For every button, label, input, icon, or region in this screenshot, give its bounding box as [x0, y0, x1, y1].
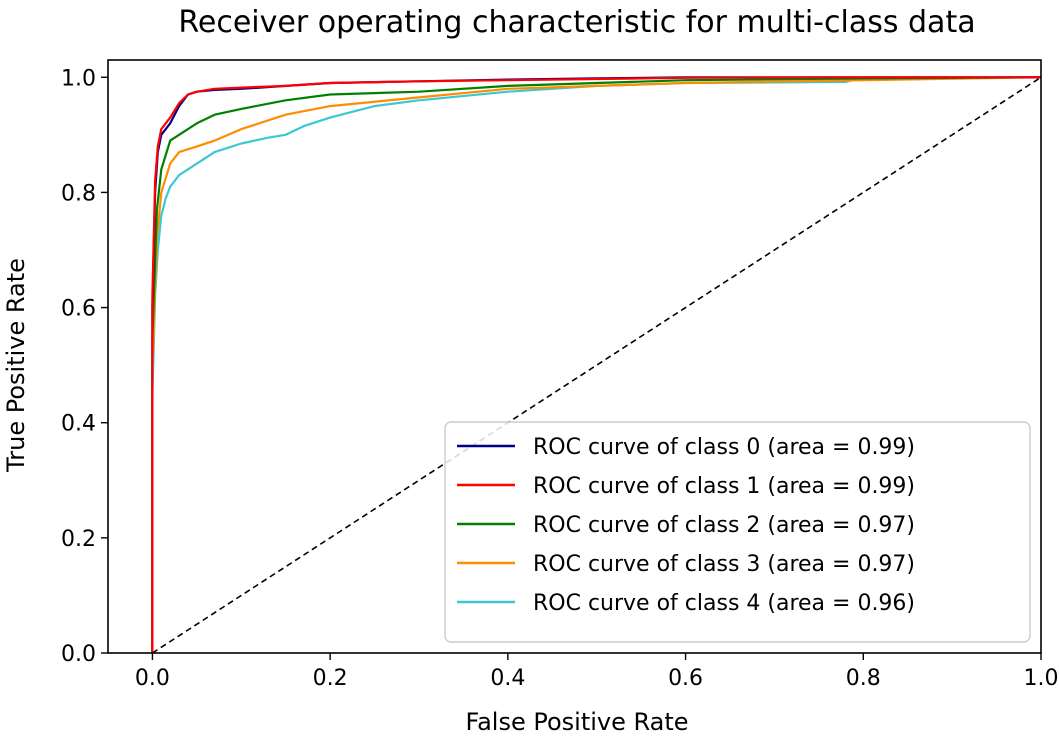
x-tick-label: 1.0 [1024, 666, 1059, 691]
axes-frame [107, 59, 1042, 654]
legend-entry-class-1: ROC curve of class 1 (area = 0.99) [533, 474, 915, 499]
x-tick-label: 0.0 [135, 666, 170, 691]
y-axis-ticks: 0.0 0.2 0.4 0.6 0.8 1.0 [61, 66, 108, 667]
y-tick-label: 0.8 [61, 181, 96, 206]
legend-entry-class-0: ROC curve of class 0 (area = 0.99) [533, 435, 915, 460]
chart-title: Receiver operating characteristic for mu… [178, 5, 975, 40]
y-tick-label: 0.6 [61, 297, 96, 322]
y-axis-label: True Positive Rate [2, 258, 30, 473]
y-tick-label: 0.0 [61, 642, 96, 667]
x-tick-label: 0.2 [313, 666, 348, 691]
x-axis-label: False Positive Rate [465, 708, 688, 736]
roc-line-class-3 [151, 76, 1041, 653]
x-tick-label: 0.4 [490, 666, 525, 691]
chance-diagonal-line [151, 76, 1041, 653]
legend-box [444, 421, 1031, 643]
x-tick-label: 0.6 [668, 666, 703, 691]
legend-entry-class-2: ROC curve of class 2 (area = 0.97) [533, 513, 915, 538]
roc-line-class-1 [151, 76, 1041, 653]
legend-entry-class-4: ROC curve of class 4 (area = 0.96) [533, 591, 915, 616]
legend: ROC curve of class 0 (area = 0.99) ROC cu… [444, 421, 1031, 643]
y-tick-label: 0.4 [61, 412, 96, 437]
x-axis-ticks: 0.0 0.2 0.4 0.6 0.8 1.0 [135, 653, 1059, 691]
y-tick-label: 0.2 [61, 527, 96, 552]
roc-line-class-2 [151, 76, 1041, 653]
plot-area [107, 59, 1042, 654]
x-tick-label: 0.8 [846, 666, 881, 691]
legend-entry-class-3: ROC curve of class 3 (area = 0.97) [533, 552, 915, 577]
y-tick-label: 1.0 [61, 66, 96, 91]
